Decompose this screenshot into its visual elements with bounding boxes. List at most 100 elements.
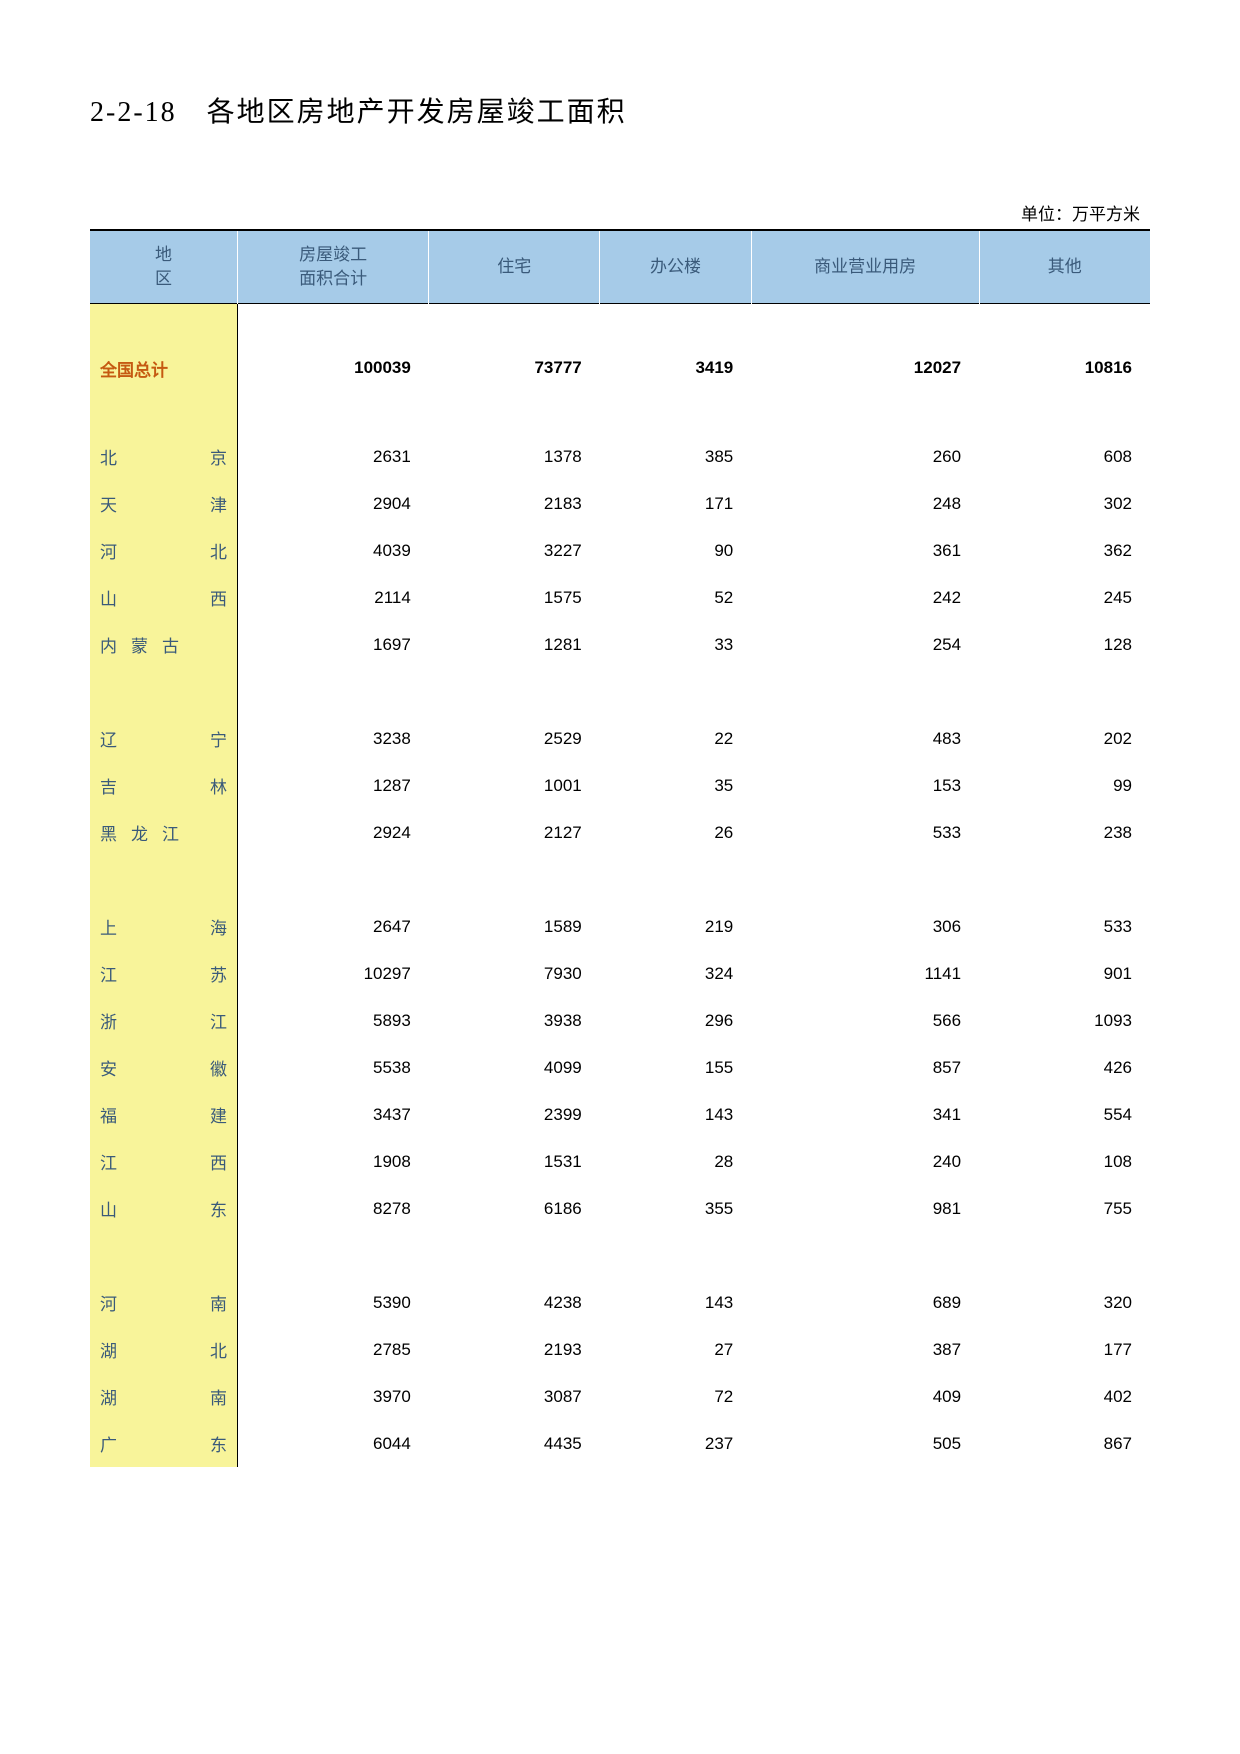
cell-office: 22 <box>600 715 752 762</box>
cell-residential: 6186 <box>429 1185 600 1232</box>
cell-total: 2904 <box>238 480 429 527</box>
region-cell: 山东 <box>90 1185 238 1232</box>
cell-office: 52 <box>600 574 752 621</box>
cell-commercial: 260 <box>751 433 979 480</box>
cell-residential: 2399 <box>429 1091 600 1138</box>
cell-other: 128 <box>979 621 1150 668</box>
region-cell: 湖南 <box>90 1373 238 1420</box>
cell-office: 385 <box>600 433 752 480</box>
cell-total: 2114 <box>238 574 429 621</box>
cell-other: 99 <box>979 762 1150 809</box>
table-body: 全国总计1000397377734191202710816北京263113783… <box>90 303 1150 1467</box>
cell-total: 5390 <box>238 1279 429 1326</box>
cell-commercial: 254 <box>751 621 979 668</box>
col-other: 其他 <box>979 230 1150 303</box>
cell-residential: 1001 <box>429 762 600 809</box>
table-row: 广东60444435237505867 <box>90 1420 1150 1467</box>
cell-other: 608 <box>979 433 1150 480</box>
region-cell: 辽宁 <box>90 715 238 762</box>
cell-residential: 3938 <box>429 997 600 1044</box>
cell-office: 296 <box>600 997 752 1044</box>
table-row: 山东82786186355981755 <box>90 1185 1150 1232</box>
cell-office: 26 <box>600 809 752 856</box>
total-commercial: 12027 <box>751 303 979 433</box>
region-cell: 江苏 <box>90 950 238 997</box>
cell-residential: 4099 <box>429 1044 600 1091</box>
cell-residential: 2183 <box>429 480 600 527</box>
cell-residential: 2127 <box>429 809 600 856</box>
table-row: 江西1908153128240108 <box>90 1138 1150 1185</box>
region-cell: 福建 <box>90 1091 238 1138</box>
region-cell: 江西 <box>90 1138 238 1185</box>
cell-residential: 1378 <box>429 433 600 480</box>
cell-commercial: 242 <box>751 574 979 621</box>
col-residential: 住宅 <box>429 230 600 303</box>
cell-total: 3970 <box>238 1373 429 1420</box>
cell-commercial: 533 <box>751 809 979 856</box>
table-row: 河北4039322790361362 <box>90 527 1150 574</box>
table-row: 湖北2785219327387177 <box>90 1326 1150 1373</box>
cell-total: 2631 <box>238 433 429 480</box>
cell-total: 2647 <box>238 903 429 950</box>
cell-other: 238 <box>979 809 1150 856</box>
cell-other: 426 <box>979 1044 1150 1091</box>
cell-total: 2785 <box>238 1326 429 1373</box>
region-cell: 内蒙古 <box>90 621 238 668</box>
cell-residential: 1589 <box>429 903 600 950</box>
cell-residential: 3087 <box>429 1373 600 1420</box>
col-total: 房屋竣工面积合计 <box>238 230 429 303</box>
cell-total: 1287 <box>238 762 429 809</box>
cell-office: 33 <box>600 621 752 668</box>
cell-other: 1093 <box>979 997 1150 1044</box>
col-commercial: 商业营业用房 <box>751 230 979 303</box>
cell-office: 219 <box>600 903 752 950</box>
cell-other: 302 <box>979 480 1150 527</box>
cell-office: 28 <box>600 1138 752 1185</box>
cell-residential: 1281 <box>429 621 600 668</box>
cell-other: 867 <box>979 1420 1150 1467</box>
cell-office: 171 <box>600 480 752 527</box>
cell-commercial: 981 <box>751 1185 979 1232</box>
region-cell: 上海 <box>90 903 238 950</box>
col-office: 办公楼 <box>600 230 752 303</box>
cell-total: 6044 <box>238 1420 429 1467</box>
cell-total: 4039 <box>238 527 429 574</box>
total-label: 全国总计 <box>90 303 238 433</box>
spacer-row <box>90 668 1150 715</box>
cell-office: 35 <box>600 762 752 809</box>
table-row: 北京26311378385260608 <box>90 433 1150 480</box>
cell-commercial: 387 <box>751 1326 979 1373</box>
region-cell: 黑龙江 <box>90 809 238 856</box>
region-cell: 浙江 <box>90 997 238 1044</box>
cell-office: 237 <box>600 1420 752 1467</box>
cell-residential: 4238 <box>429 1279 600 1326</box>
spacer-row <box>90 856 1150 903</box>
region-cell: 吉林 <box>90 762 238 809</box>
table-row: 辽宁3238252922483202 <box>90 715 1150 762</box>
cell-commercial: 153 <box>751 762 979 809</box>
cell-residential: 7930 <box>429 950 600 997</box>
table-row: 山西2114157552242245 <box>90 574 1150 621</box>
cell-residential: 2529 <box>429 715 600 762</box>
cell-office: 143 <box>600 1279 752 1326</box>
cell-residential: 1575 <box>429 574 600 621</box>
cell-other: 901 <box>979 950 1150 997</box>
cell-other: 362 <box>979 527 1150 574</box>
region-cell: 广东 <box>90 1420 238 1467</box>
table-row: 天津29042183171248302 <box>90 480 1150 527</box>
cell-total: 1697 <box>238 621 429 668</box>
region-cell: 天津 <box>90 480 238 527</box>
cell-total: 8278 <box>238 1185 429 1232</box>
cell-total: 1908 <box>238 1138 429 1185</box>
table-row: 安徽55384099155857426 <box>90 1044 1150 1091</box>
region-cell: 安徽 <box>90 1044 238 1091</box>
cell-total: 2924 <box>238 809 429 856</box>
cell-total: 5893 <box>238 997 429 1044</box>
spacer-row <box>90 1232 1150 1279</box>
cell-other: 402 <box>979 1373 1150 1420</box>
cell-other: 320 <box>979 1279 1150 1326</box>
cell-residential: 4435 <box>429 1420 600 1467</box>
total-office: 3419 <box>600 303 752 433</box>
cell-other: 554 <box>979 1091 1150 1138</box>
cell-commercial: 361 <box>751 527 979 574</box>
